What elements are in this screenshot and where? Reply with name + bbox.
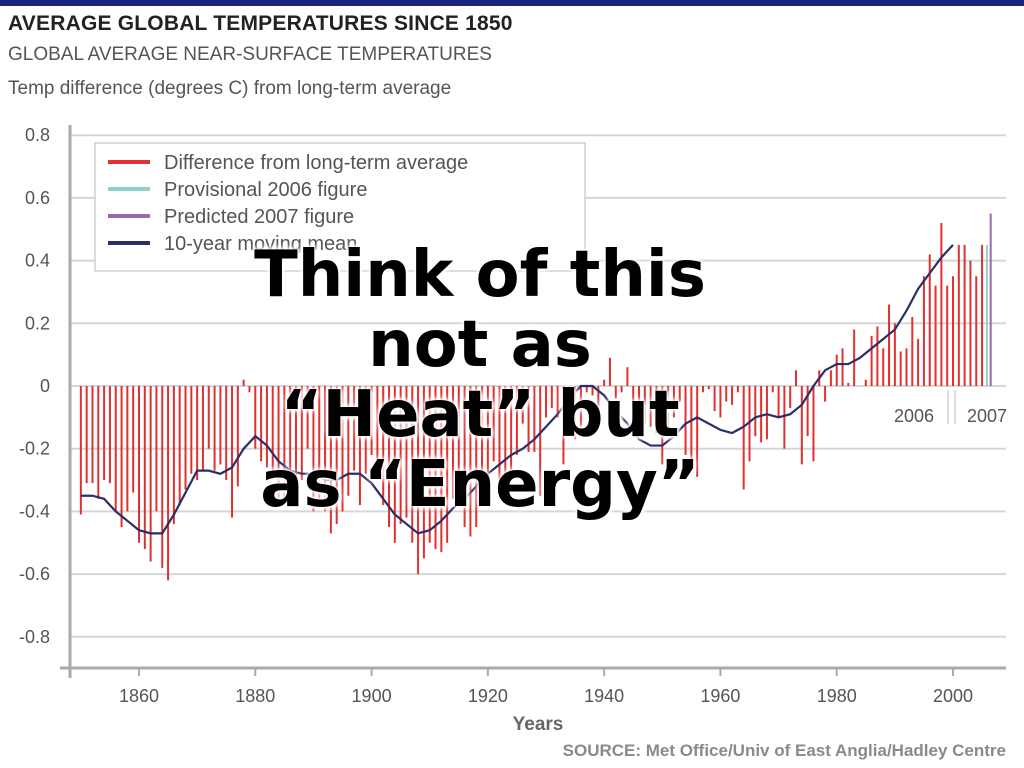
source-credit: SOURCE: Met Office/Univ of East Anglia/H… <box>562 741 1006 760</box>
y-tick-label: 0 <box>40 376 50 396</box>
overlay-caption: Think of this not as “Heat” but as “Ener… <box>220 240 740 520</box>
overlay-line-2: not as <box>368 308 592 382</box>
moving-mean-line <box>80 244 954 535</box>
legend-label: Provisional 2006 figure <box>164 179 367 201</box>
legend-label: Predicted 2007 figure <box>164 206 354 228</box>
overlay-line-4: as “Energy” <box>260 448 700 522</box>
x-tick-label: 2000 <box>933 686 973 706</box>
top-bar <box>0 0 1024 6</box>
legend-label: Difference from long-term average <box>164 152 468 174</box>
y-tick-label: 0.2 <box>25 313 50 333</box>
y-tick-label: 0.6 <box>25 188 50 208</box>
x-tick-label: 1940 <box>584 686 624 706</box>
x-tick-label: 1900 <box>352 686 392 706</box>
y-tick-label: 0.8 <box>25 125 50 145</box>
difference-bars <box>79 213 992 581</box>
tick-labels: 0.8 0.6 0.4 0.2 0 -0.2 -0.4 -0.6 -0.8 1860 1880 190… <box>19 125 973 735</box>
x-tick-label: 1980 <box>817 686 857 706</box>
x-tick-label: 1920 <box>468 686 508 706</box>
legend: Difference from long-term average Provisi… <box>94 142 586 272</box>
y-tick-label: -0.6 <box>19 564 50 584</box>
annotations: 2006 2007 <box>894 390 1007 426</box>
x-tick-label: 1960 <box>700 686 740 706</box>
x-axis-title: Years <box>513 714 564 735</box>
grid-lines <box>70 134 1006 638</box>
annotation-2006: 2006 <box>894 406 934 426</box>
moving-mean-series <box>80 244 954 535</box>
chart-subtitle: GLOBAL AVERAGE NEAR-SURFACE TEMPERATURES <box>8 44 492 65</box>
x-tick-label: 1880 <box>235 686 275 706</box>
x-tick-label: 1860 <box>119 686 159 706</box>
legend-box <box>94 142 586 272</box>
y-tick-label: -0.4 <box>19 501 50 521</box>
y-tick-label: 0.4 <box>25 251 50 271</box>
legend-label: 10-year moving mean <box>164 233 357 255</box>
annotation-2007: 2007 <box>967 406 1007 426</box>
overlay-line-3: “Heat” but <box>280 378 680 452</box>
y-tick-label: -0.2 <box>19 439 50 459</box>
y-tick-label: -0.8 <box>19 627 50 647</box>
chart-unit-note: Temp difference (degrees C) from long-te… <box>8 78 452 99</box>
axes <box>60 125 1006 678</box>
overlay-line-1: Think of this <box>254 238 706 312</box>
chart-title: AVERAGE GLOBAL TEMPERATURES SINCE 1850 <box>8 12 513 35</box>
